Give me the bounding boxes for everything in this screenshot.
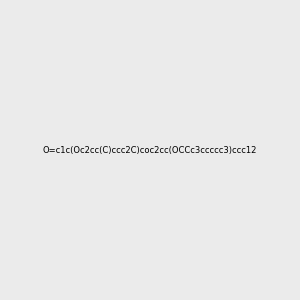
Text: O=c1c(Oc2cc(C)ccc2C)coc2cc(OCCc3ccccc3)ccc12: O=c1c(Oc2cc(C)ccc2C)coc2cc(OCCc3ccccc3)c… — [43, 146, 257, 154]
